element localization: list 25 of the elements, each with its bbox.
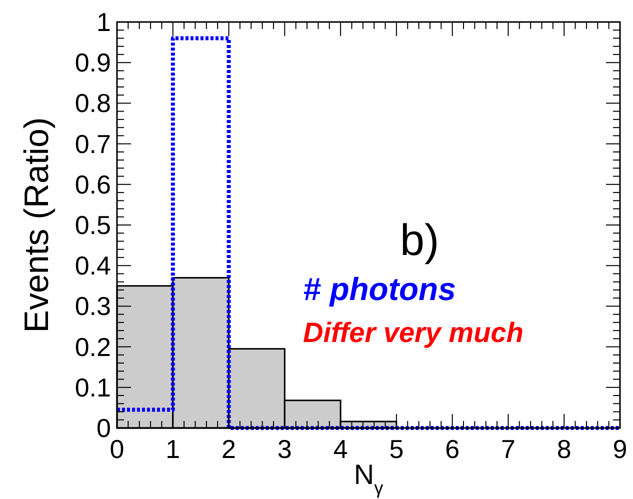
y-tick-label: 0.8 xyxy=(74,88,111,118)
y-tick-label: 0.7 xyxy=(74,128,111,159)
y-tick-label: 0.5 xyxy=(74,210,111,240)
x-tick-label: 8 xyxy=(556,434,572,464)
y-tick-label: 1 xyxy=(96,7,111,37)
y-tick-label: 0 xyxy=(96,413,111,443)
x-tick-label: 9 xyxy=(612,434,628,464)
x-axis-title: N$_{γ}$ xyxy=(354,459,384,498)
x-tick-label: 6 xyxy=(445,434,460,464)
x-tick-label: 7 xyxy=(500,434,516,464)
y-tick-label: 0.9 xyxy=(74,48,111,78)
y-tick-label: 0.6 xyxy=(74,169,111,200)
annotation: b) xyxy=(400,216,440,265)
annotation: # photons xyxy=(303,271,456,307)
x-tick-label: 4 xyxy=(333,434,348,464)
annotation: Differ very much xyxy=(303,317,524,348)
y-tick-label: 0.3 xyxy=(74,291,111,322)
x-tick-label: 5 xyxy=(389,434,404,464)
y-tick-label: 0.4 xyxy=(74,250,111,281)
y-tick-label: 0.2 xyxy=(74,332,111,362)
x-tick-label: 1 xyxy=(166,434,180,464)
y-axis-title: Events (Ratio) xyxy=(18,117,56,333)
y-tick-label: 0.1 xyxy=(74,372,111,402)
x-tick-label: 3 xyxy=(277,434,292,464)
x-tick-label: 2 xyxy=(222,434,236,464)
